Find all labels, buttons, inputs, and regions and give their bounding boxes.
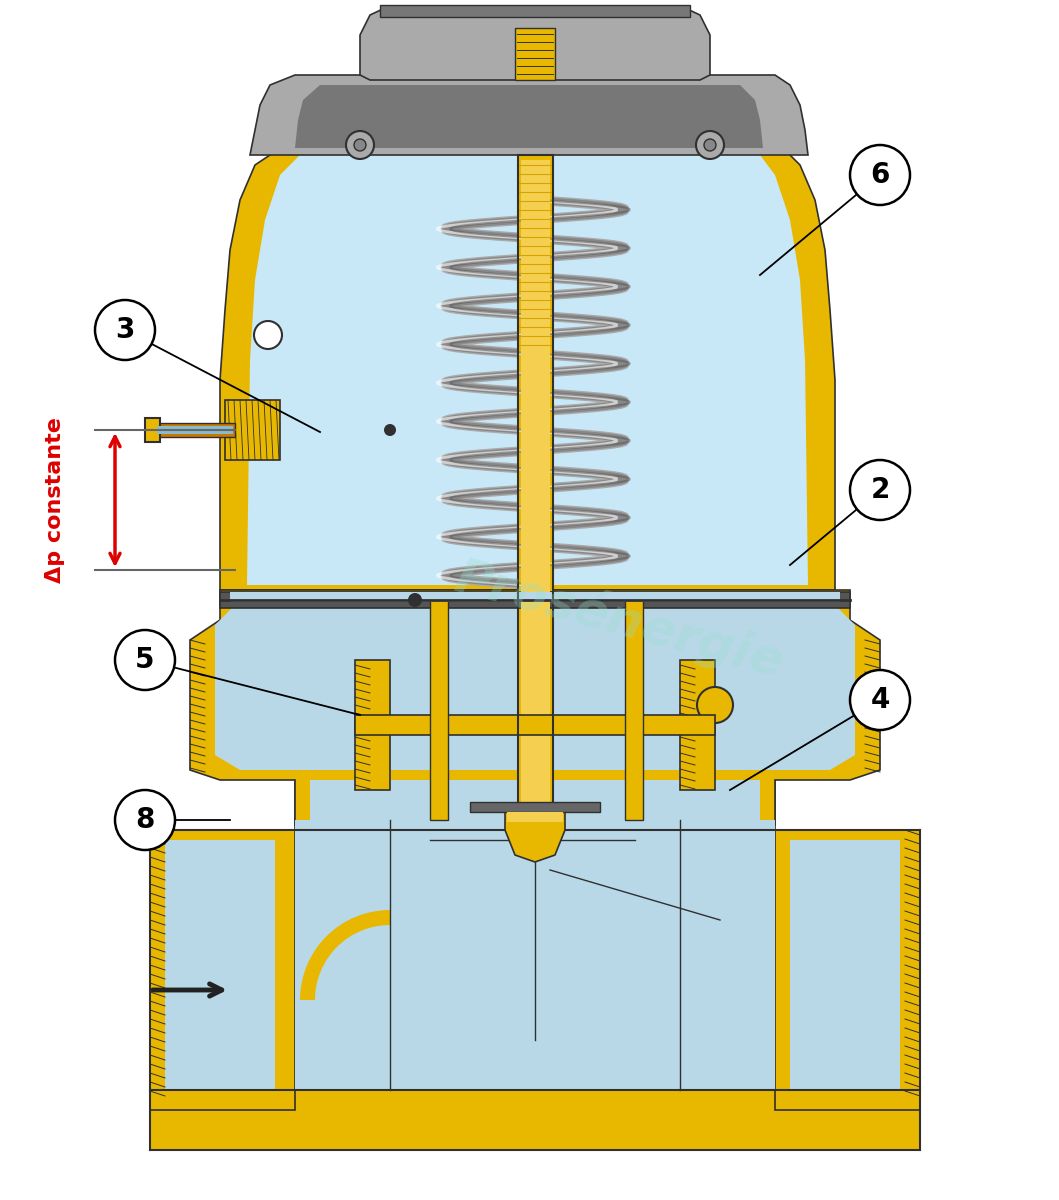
Circle shape [354,139,366,151]
Bar [775,830,920,1110]
Bar [150,830,295,1110]
Bar [157,426,233,434]
Bar [625,600,643,820]
Bar [310,780,760,826]
Circle shape [850,145,910,205]
Bar [165,840,275,1090]
Text: Prosénergie: Prosénergie [450,552,790,688]
Circle shape [384,424,396,436]
Bar [220,592,850,608]
Bar [515,28,555,80]
Wedge shape [300,910,390,1000]
Circle shape [115,790,175,850]
Bar [380,5,690,17]
Circle shape [850,460,910,520]
Bar [680,660,715,790]
Polygon shape [247,148,808,584]
Circle shape [696,131,724,158]
Bar [145,418,160,442]
Text: Δp constante: Δp constante [44,418,65,583]
Polygon shape [215,600,855,770]
Text: 4: 4 [870,686,890,714]
Text: 8: 8 [136,806,155,834]
Polygon shape [295,85,762,148]
Bar [518,155,553,854]
Bar [507,812,563,822]
Bar [295,770,775,826]
Bar [430,600,448,820]
Polygon shape [250,74,808,155]
Circle shape [95,300,155,360]
Polygon shape [505,810,566,862]
Bar [150,1090,920,1150]
Wedge shape [315,925,390,1000]
Circle shape [697,686,733,722]
Bar [225,400,280,460]
Polygon shape [360,8,710,80]
Circle shape [704,139,716,151]
Polygon shape [190,590,880,830]
Bar [521,160,550,850]
Bar [518,155,553,854]
Bar [355,660,390,790]
Polygon shape [220,133,834,590]
Bar [355,715,715,734]
Text: 3: 3 [115,316,134,344]
Bar [790,840,900,1090]
Circle shape [408,593,421,607]
Circle shape [346,131,374,158]
Bar [155,422,235,437]
Text: 2: 2 [870,476,890,504]
Circle shape [115,630,175,690]
Text: 5: 5 [136,646,155,674]
Polygon shape [295,820,775,1090]
Circle shape [254,320,282,349]
Circle shape [850,670,910,730]
Bar [470,802,600,812]
Bar [230,592,840,602]
Text: 6: 6 [870,161,890,188]
